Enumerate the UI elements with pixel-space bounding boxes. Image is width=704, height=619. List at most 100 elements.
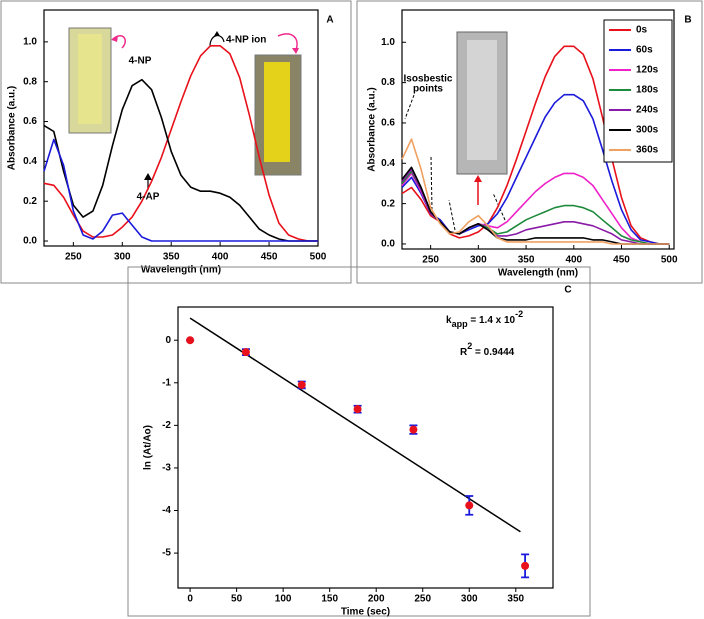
y-tick-label: 0.6: [23, 116, 37, 127]
arrow-head: [144, 173, 152, 180]
y-axis-label: ln (At/Ao): [143, 425, 154, 470]
plot-frame: [401, 9, 675, 250]
series-line: [401, 168, 670, 245]
pink-arrow: [277, 33, 298, 51]
annotation-part: R: [460, 347, 468, 358]
y-tick-label: 0.8: [23, 76, 37, 87]
data-point: [241, 348, 250, 357]
series-line: [401, 138, 670, 245]
panel-label: B: [684, 15, 691, 26]
legend-label: 180s: [636, 85, 659, 96]
y-tick-label: 0.4: [381, 158, 395, 169]
y-tick-label: 0.6: [381, 118, 395, 129]
dashed-arrow: [430, 155, 433, 211]
panel-frame: [356, 0, 703, 284]
y-tick-label: -1: [162, 377, 171, 388]
panel-label: C: [564, 285, 571, 296]
data-point: [409, 425, 418, 434]
x-tick-label: 300: [470, 255, 487, 266]
panel-label: A: [326, 15, 333, 26]
y-tick-label: -5: [162, 548, 171, 559]
legend-label: 120s: [636, 65, 659, 76]
y-tick-label: 0.2: [23, 196, 37, 207]
x-axis-label: Wavelength (nm): [498, 268, 578, 279]
x-tick-label: 350: [507, 594, 524, 605]
x-tick-label: 450: [261, 252, 278, 263]
x-tick-label: 300: [114, 252, 131, 263]
x-tick-label: 400: [565, 255, 582, 266]
y-tick-label: -4: [162, 505, 171, 516]
annotation: kapp = 1.4 x 10-2: [446, 309, 523, 329]
x-axis-label: Time (sec): [341, 607, 390, 618]
panel-frame: [0, 0, 352, 284]
legend-label: 360s: [636, 145, 659, 156]
plot-frame: [43, 9, 319, 247]
legend-label: 300s: [636, 125, 659, 136]
annotation-part: -2: [515, 309, 523, 319]
x-tick-label: 450: [613, 255, 630, 266]
series-line: [43, 45, 318, 242]
plot-frame: [177, 306, 554, 589]
x-tick-label: 250: [414, 594, 431, 605]
pink-arrow: [111, 35, 126, 49]
dashed-arrow: [448, 199, 456, 231]
annotation-part: = 1.4 x 10: [468, 315, 516, 326]
annotation-part: k: [446, 315, 452, 326]
x-tick-label: 500: [310, 252, 327, 263]
series-line: [401, 170, 670, 245]
y-tick-label: 0.0: [381, 239, 395, 250]
y-tick-label: 0: [165, 335, 171, 346]
cuvette-liquid: [467, 40, 497, 160]
x-tick-label: 250: [422, 255, 439, 266]
panel-frame: [127, 266, 591, 617]
y-tick-label: 1.0: [381, 37, 395, 48]
annotation-part: = 0.9444: [472, 347, 514, 358]
annotation-part: app: [452, 319, 469, 329]
x-tick-label: 350: [163, 252, 180, 263]
annotation: R2 = 0.9444: [460, 341, 515, 357]
x-tick-label: 500: [661, 255, 678, 266]
arrow-head: [112, 36, 118, 42]
arrow-head: [292, 48, 299, 54]
legend-label: 240s: [636, 105, 659, 116]
x-tick-label: 400: [212, 252, 229, 263]
black-arrow: [209, 35, 225, 47]
cuvette-liquid: [264, 62, 290, 162]
annotation-part: 2: [467, 341, 472, 351]
dashed-arrow: [404, 94, 415, 120]
y-tick-label: -2: [162, 420, 171, 431]
x-tick-label: 50: [231, 594, 243, 605]
decorations: [68, 27, 508, 231]
series-line: [401, 172, 670, 245]
annotation: 4-NP: [129, 56, 152, 67]
y-axis-label: Absorbance (a.u.): [367, 87, 378, 171]
cuvette-liquid: [78, 34, 102, 124]
x-tick-label: 250: [65, 252, 82, 263]
x-tick-label: 200: [368, 594, 385, 605]
x-axis-label: Wavelength (nm): [141, 265, 221, 276]
isosbestic-arrows: [404, 94, 506, 231]
series-line: [43, 138, 318, 242]
series-line: [43, 78, 318, 242]
x-tick-label: 300: [461, 594, 478, 605]
arrow-head: [474, 175, 482, 182]
x-tick-label: 100: [275, 594, 292, 605]
y-tick-label: -3: [162, 463, 171, 474]
annotation: 4-AP: [137, 192, 160, 203]
data-point: [521, 561, 530, 570]
data-point: [186, 336, 195, 345]
x-tick-label: 150: [321, 594, 338, 605]
annotation: points: [413, 84, 443, 95]
x-tick-label: 350: [518, 255, 535, 266]
data-point: [297, 380, 306, 389]
data-point: [353, 405, 362, 414]
data-point: [465, 501, 474, 510]
y-tick-label: 0.4: [23, 156, 37, 167]
y-tick-label: 0.2: [381, 198, 395, 209]
legend-label: 60s: [636, 45, 653, 56]
y-tick-label: 0.0: [23, 236, 37, 247]
y-tick-label: 1.0: [23, 37, 37, 48]
annotation: 4-NP ion: [226, 35, 266, 46]
y-tick-label: 0.8: [381, 77, 395, 88]
